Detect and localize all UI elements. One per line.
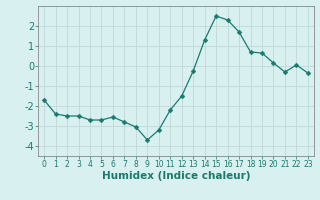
X-axis label: Humidex (Indice chaleur): Humidex (Indice chaleur) <box>102 171 250 181</box>
